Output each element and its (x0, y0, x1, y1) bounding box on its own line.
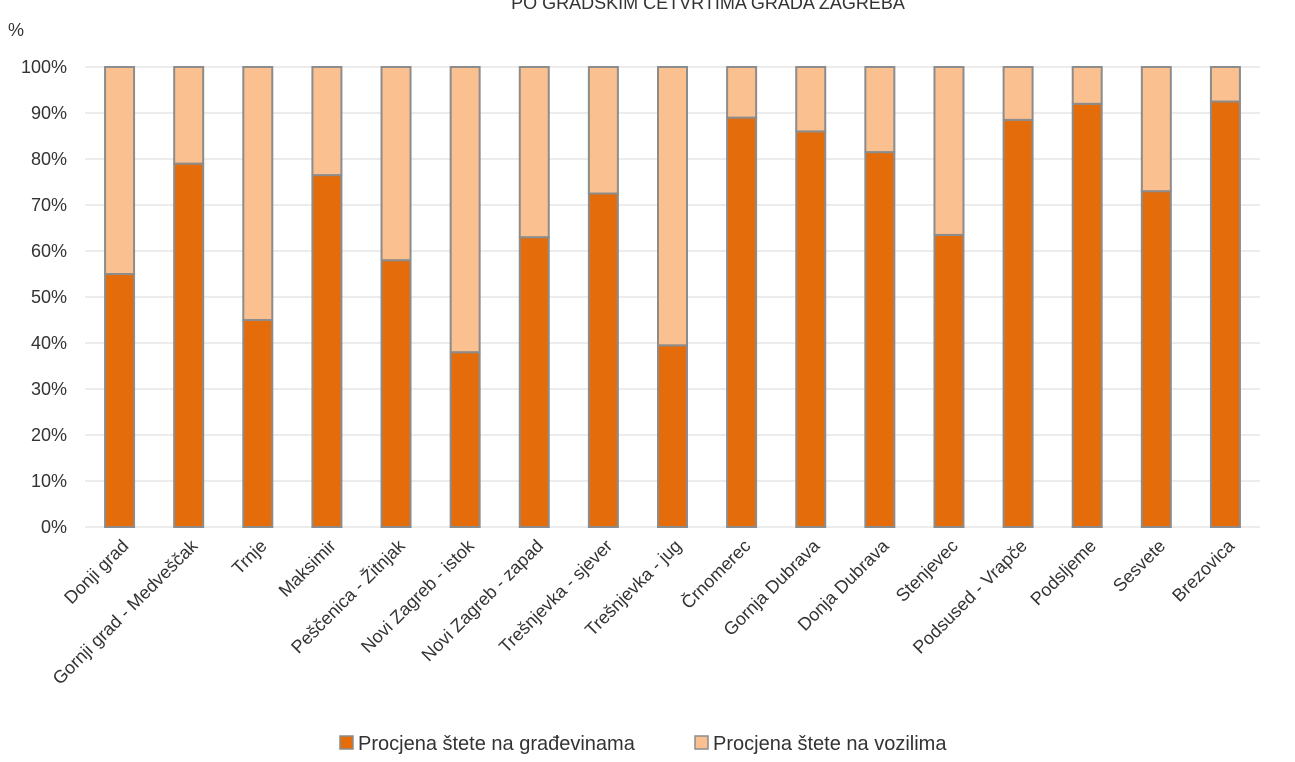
y-axis-label: % (8, 20, 24, 40)
bar-buildings (933, 233, 965, 528)
bar-buildings (449, 351, 481, 529)
chart-title: PO GRADSKIM ČETVRTIMA GRADA ZAGREBA (511, 0, 905, 13)
bar-buildings (311, 174, 343, 528)
bar-vehicles (657, 66, 688, 347)
bar-buildings (657, 344, 688, 528)
y-tick-label: 40% (31, 333, 67, 353)
x-tick-label: Podsljeme (1026, 536, 1100, 610)
bar-vehicles (104, 66, 136, 275)
bar-buildings (518, 236, 550, 528)
y-tick-label: 0% (41, 517, 67, 537)
legend-label: Procjena štete na građevinama (358, 733, 636, 755)
y-axis-ticks: 0% 10% 20% 30% 40% 50% 60% 70% 80% 90% 100% (21, 57, 67, 537)
x-tick-label: Trnje (228, 536, 271, 579)
y-tick-label: 50% (31, 287, 67, 307)
bar-vehicles (1209, 66, 1241, 103)
x-tick-label: Gornji grad - Medveščak (49, 535, 202, 688)
bar-buildings (242, 319, 274, 528)
legend: Procjena štete na građevinama Procjena št… (339, 733, 947, 755)
bar-vehicles (1071, 66, 1103, 105)
bar-vehicles (933, 66, 965, 236)
x-tick-label: Stenjevec (892, 536, 962, 606)
bar-vehicles (1002, 66, 1034, 121)
y-tick-label: 90% (31, 103, 67, 123)
bar-buildings (795, 130, 827, 528)
y-tick-label: 70% (31, 195, 67, 215)
bar-vehicles (173, 66, 205, 165)
x-tick-label: Novi Zagreb - istok (357, 535, 479, 657)
bar-vehicles (1140, 66, 1172, 193)
x-tick-label: Novi Zagreb - zapad (418, 536, 547, 665)
bar-buildings (380, 259, 412, 528)
y-tick-label: 100% (21, 57, 67, 77)
bars (104, 66, 1241, 529)
bar-buildings (1002, 118, 1034, 529)
x-tick-label: Brezovica (1168, 535, 1239, 606)
bar-vehicles (587, 66, 619, 195)
y-tick-label: 10% (31, 471, 67, 491)
x-tick-label: Podsused - Vrapče (909, 536, 1031, 658)
bar-vehicles (449, 66, 481, 354)
bar-buildings (1209, 100, 1241, 528)
bar-vehicles (242, 66, 274, 321)
bar-buildings (864, 151, 896, 528)
x-tick-label: Peščenica - Žitnjak (287, 535, 409, 657)
bar-vehicles (795, 66, 827, 133)
y-tick-label: 60% (31, 241, 67, 261)
bar-buildings (587, 192, 619, 528)
bar-vehicles (864, 66, 896, 154)
y-tick-label: 30% (31, 379, 67, 399)
legend-label: Procjena štete na vozilima (713, 733, 947, 755)
x-tick-label: Maksimir (275, 536, 340, 601)
x-tick-label: Trešnjevka - sjever (495, 536, 616, 657)
bar-vehicles (380, 66, 412, 262)
bar-vehicles (311, 66, 343, 177)
bar-buildings (726, 116, 758, 528)
bar-vehicles (726, 66, 758, 119)
x-tick-label: Donji grad (60, 536, 132, 608)
bar-buildings (1071, 102, 1103, 529)
legend-swatch (694, 735, 709, 750)
bar-buildings (104, 273, 136, 528)
y-tick-label: 80% (31, 149, 67, 169)
x-tick-label: Sesvete (1109, 536, 1169, 596)
y-tick-label: 20% (31, 425, 67, 445)
bar-buildings (1140, 190, 1172, 528)
bar-buildings (173, 162, 205, 528)
bar-vehicles (518, 66, 550, 239)
legend-swatch (339, 735, 354, 750)
